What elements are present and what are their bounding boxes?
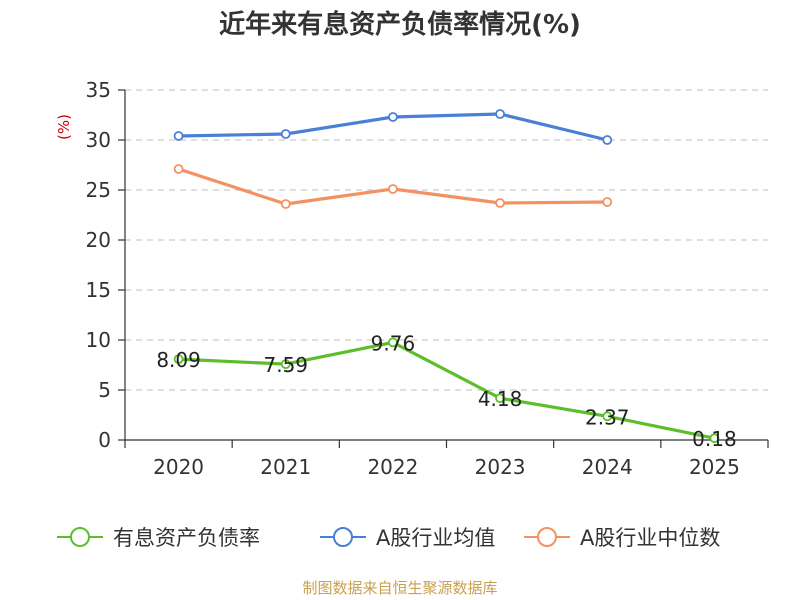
y-tick-label: 0 xyxy=(98,428,111,452)
data-point xyxy=(280,359,291,370)
data-point xyxy=(388,337,398,348)
series-line xyxy=(178,340,715,440)
source-footer: 制图数据来自恒生聚源数据库 xyxy=(302,579,498,597)
legend-label: 有息资产负债率 xyxy=(113,526,260,550)
x-tick-label: 2025 xyxy=(689,455,740,479)
legend: 有息资产负债率 A股行业均值 A股行业中位数 xyxy=(57,526,720,550)
legend-marker xyxy=(333,527,353,547)
data-point xyxy=(602,411,613,422)
x-tick-label: 2022 xyxy=(367,455,418,479)
data-point xyxy=(280,199,291,209)
data-point xyxy=(388,112,398,122)
data-label: 0.18 xyxy=(692,427,737,451)
data-label: 4.18 xyxy=(478,387,523,411)
data-label: 7.59 xyxy=(263,353,308,377)
x-tick-label: 2024 xyxy=(582,455,633,479)
data-label: 8.09 xyxy=(156,348,201,372)
data-label: 9.76 xyxy=(371,331,416,355)
y-axis-unit: (%) xyxy=(55,114,73,140)
data-point xyxy=(602,197,613,207)
chart-title: 近年来有息资产负债率情况(%) xyxy=(219,10,581,40)
data-labels: 8.09 7.59 9.76 4.18 2.37 0.18 xyxy=(156,331,736,451)
x-tick-label: 2021 xyxy=(260,455,311,479)
data-point xyxy=(173,354,184,365)
data-point xyxy=(495,393,505,404)
data-point xyxy=(602,135,613,145)
y-tick-label: 35 xyxy=(86,78,111,102)
grid-lines xyxy=(125,89,768,391)
data-label: 2.37 xyxy=(585,405,630,429)
data-point xyxy=(388,184,398,194)
y-tick-label: 30 xyxy=(86,128,111,152)
y-tick-label: 25 xyxy=(86,178,111,202)
y-tick-label: 10 xyxy=(86,328,111,352)
data-point xyxy=(495,198,505,208)
data-point xyxy=(173,131,184,141)
legend-marker xyxy=(537,527,557,547)
series-layer xyxy=(173,109,720,444)
x-tick-label: 2023 xyxy=(475,455,526,479)
legend-label: A股行业均值 xyxy=(376,526,495,550)
y-tick-label: 5 xyxy=(98,378,111,402)
y-tick-label: 15 xyxy=(86,278,111,302)
data-point xyxy=(280,129,291,139)
data-point xyxy=(709,433,720,444)
data-point xyxy=(173,164,184,174)
legend-label: A股行业中位数 xyxy=(580,526,720,550)
x-tick-label: 2020 xyxy=(153,455,204,479)
data-point xyxy=(495,109,505,119)
y-tick-label: 20 xyxy=(86,228,111,252)
legend-marker xyxy=(70,527,90,547)
